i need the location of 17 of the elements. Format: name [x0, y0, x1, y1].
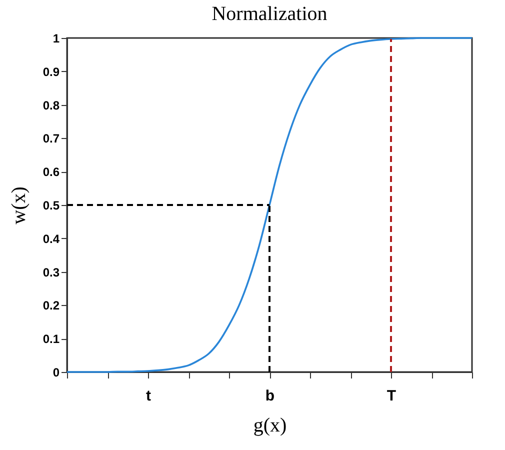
y-tick-label: 0 [52, 366, 60, 380]
chart-title: Normalization [212, 3, 328, 25]
y-tick-label: 0.4 [42, 232, 60, 246]
y-tick-label: 0.2 [42, 298, 60, 313]
y-tick-label: 0.8 [42, 98, 60, 112]
x-tick-label: b [265, 388, 275, 404]
x-tick-label: t [146, 388, 151, 404]
x-tick-label: T [386, 388, 396, 404]
y-tick-label: 0.9 [42, 64, 60, 79]
y-tick-label: 1 [52, 32, 60, 46]
y-tick-label: 0.3 [42, 265, 60, 280]
x-axis-title: g(x) [253, 414, 287, 436]
y-tick-label: 0.7 [42, 132, 60, 146]
y-tick-label: 0.1 [42, 332, 60, 346]
y-tick-label: 0.5 [42, 198, 60, 212]
y-axis-title: w(x) [8, 186, 30, 224]
y-tick-label: 0.6 [42, 165, 60, 180]
